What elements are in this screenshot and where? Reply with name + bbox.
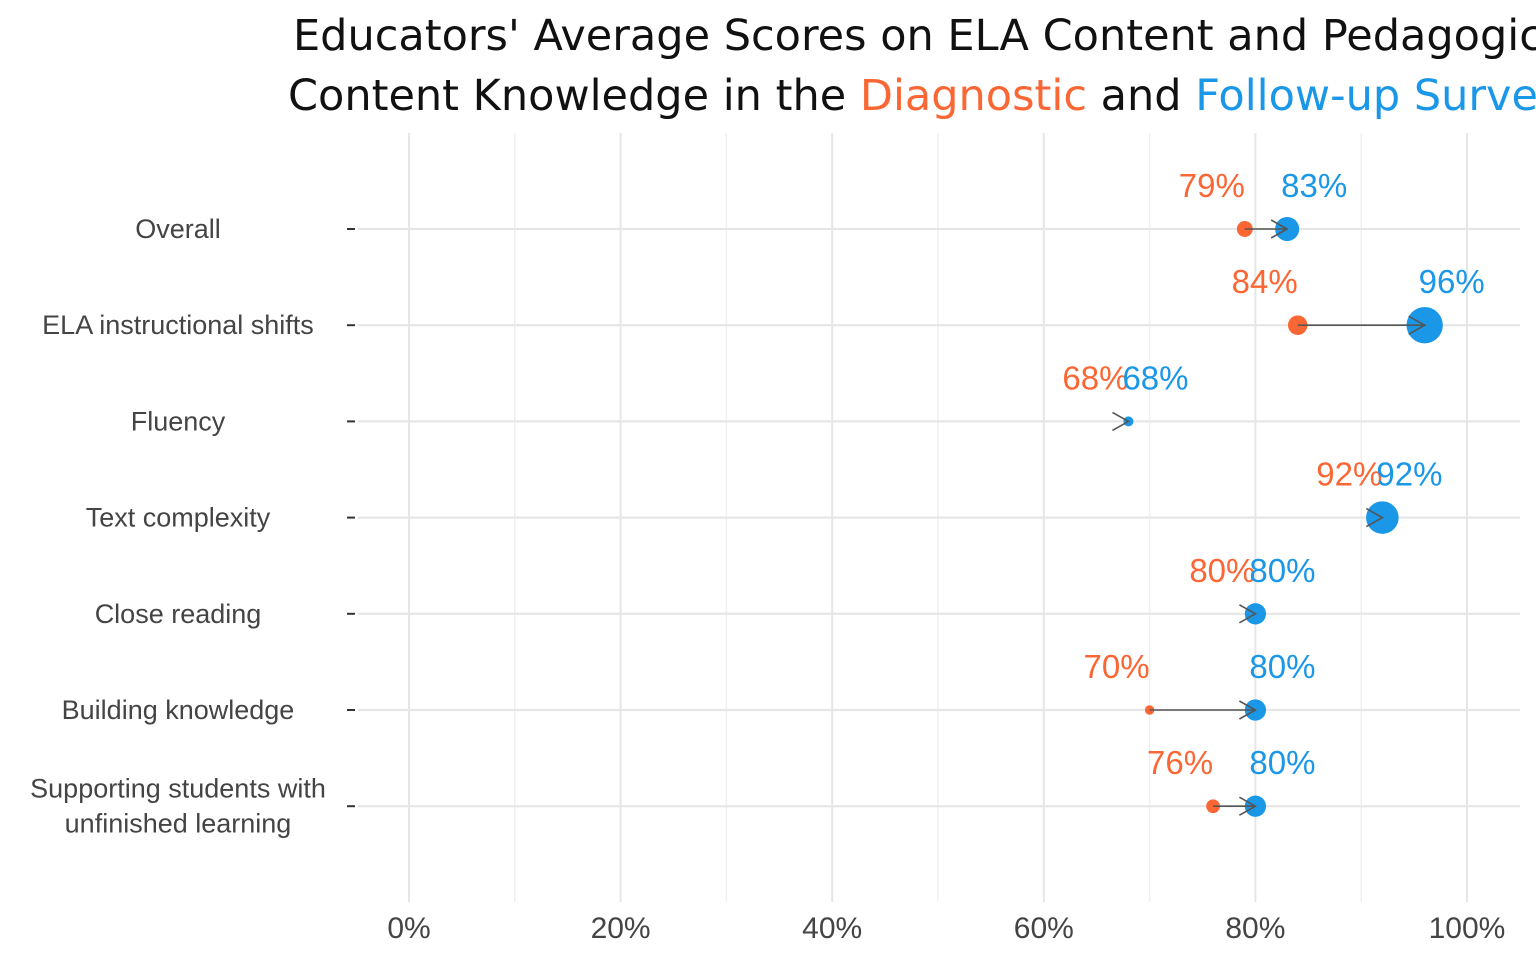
title-followup-word: Follow-up Survey [1195,71,1536,121]
x-tick-label: 40% [802,912,862,945]
x-tick-label: 80% [1225,912,1285,945]
y-category-label: Building knowledge [62,695,295,725]
diagnostic-value-label: 92% [1316,456,1382,493]
x-tick-label: 60% [1014,912,1074,945]
followup-value-label: 68% [1122,359,1188,396]
diagnostic-value-label: 76% [1147,744,1213,781]
diagnostic-value-label: 68% [1062,359,1128,396]
followup-value-label: 80% [1249,648,1315,685]
y-category-label: Fluency [131,406,226,436]
diagnostic-value-label: 80% [1189,552,1255,589]
title-middle: and [1086,71,1196,121]
y-category-label: unfinished learning [65,809,292,839]
y-category-label: Close reading [95,599,262,629]
y-category-label: Supporting students with [30,774,326,804]
chart-title-line-2: Content Knowledge in the Diagnostic and … [288,66,1536,126]
y-category-label: Text complexity [86,503,271,533]
title-prefix: Content Knowledge in the [288,71,860,121]
connector-arrowhead [1239,604,1258,624]
diagnostic-value-label: 79% [1179,167,1245,204]
connector-arrowhead [1112,411,1131,432]
connector-arrowhead [1239,700,1258,720]
followup-value-label: 80% [1249,744,1315,781]
connector-arrowhead [1239,796,1258,816]
y-category-label: ELA instructional shifts [42,310,314,340]
chart-title: Educators' Average Scores on ELA Content… [0,6,1536,126]
connector-arrowhead [1270,219,1289,239]
followup-value-label: 80% [1249,552,1315,589]
diagnostic-value-label: 70% [1084,648,1150,685]
followup-value-label: 96% [1419,263,1485,300]
y-category-label: Overall [135,214,221,244]
connector-arrowhead [1365,507,1384,528]
followup-value-label: 92% [1376,456,1442,493]
followup-value-label: 83% [1281,167,1347,204]
diagnostic-value-label: 84% [1232,263,1298,300]
x-tick-label: 100% [1429,912,1506,945]
x-tick-label: 0% [387,912,430,945]
chart-title-line-1: Educators' Average Scores on ELA Content… [293,11,1536,61]
connector-arrowhead [1408,315,1427,335]
title-diagnostic-word: Diagnostic [859,71,1087,121]
x-tick-label: 20% [591,912,651,945]
